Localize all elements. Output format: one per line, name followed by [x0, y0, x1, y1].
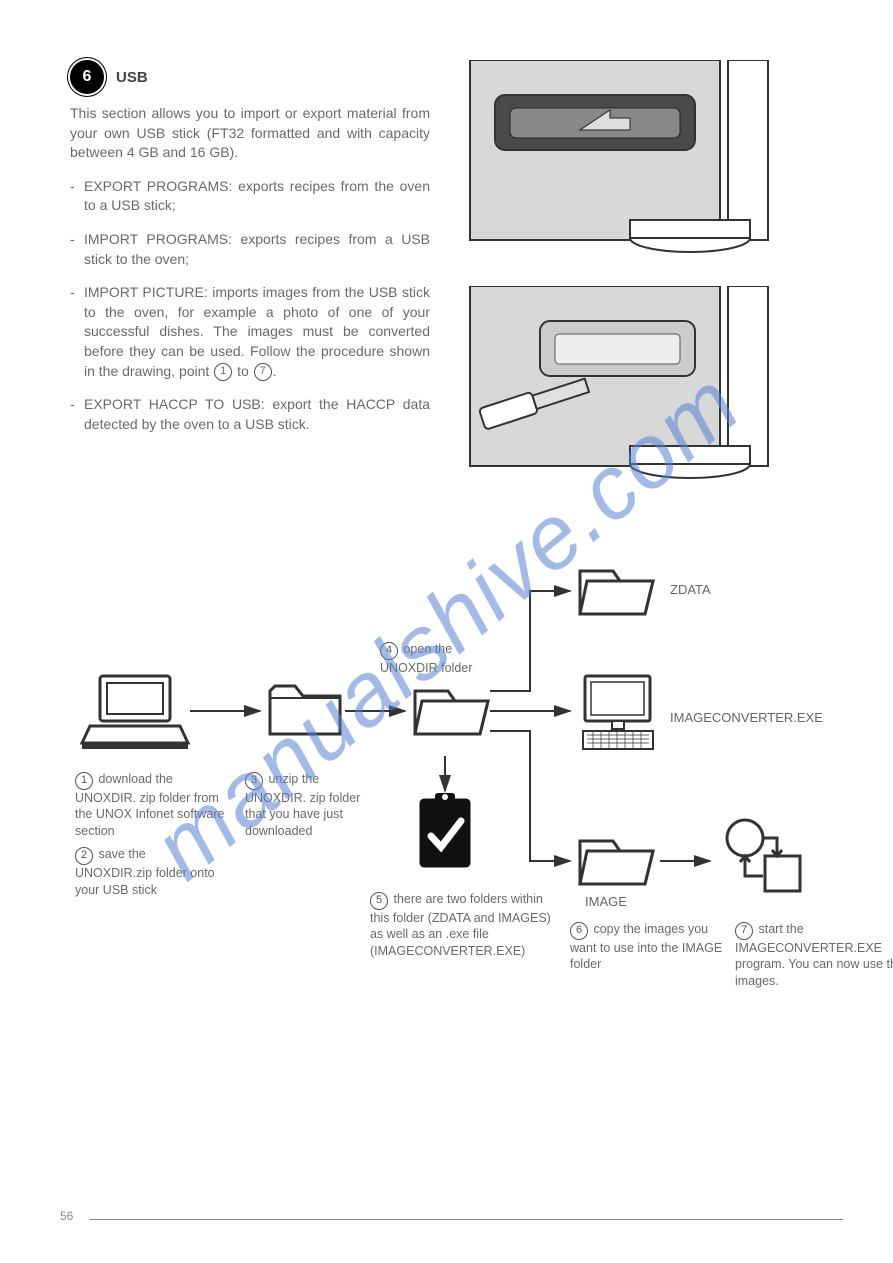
bullet-text: IMPORT PICTURE: imports images from the …: [84, 283, 430, 381]
inline-step-ref: 7: [254, 363, 272, 381]
step3-caption: 3 unzip the UNOXDIR. zip folder that you…: [245, 771, 375, 840]
bullet-dash: -: [70, 283, 84, 381]
zdata-folder: [575, 556, 655, 627]
top-row: 6 USB This section allows you to import …: [70, 60, 833, 511]
step-number: 4: [380, 642, 398, 660]
bullet-text: IMPORT PROGRAMS: exports recipes from a …: [84, 230, 430, 269]
step-text: copy the images you want to use into the…: [570, 922, 722, 971]
section-title: USB: [116, 67, 148, 88]
step-number: 1: [75, 772, 93, 790]
bullet-dash: -: [70, 395, 84, 434]
inline-step-ref: 1: [214, 363, 232, 381]
image-folder: [575, 826, 655, 897]
section-number-badge: 6: [70, 60, 104, 94]
bullet-item: - EXPORT HACCP TO USB: export the HACCP …: [70, 395, 430, 434]
converter-cycle-icon: [715, 816, 810, 907]
laptop-icon: [80, 671, 190, 757]
bullet-item: - IMPORT PROGRAMS: exports recipes from …: [70, 230, 430, 269]
page-footer-line: [90, 1219, 843, 1220]
bullet-item: - EXPORT PROGRAMS: exports recipes from …: [70, 177, 430, 216]
step-number: 5: [370, 892, 388, 910]
intro-text: This section allows you to import or exp…: [70, 104, 430, 163]
step1-caption: 1 download the UNOXDIR. zip folder from …: [75, 771, 225, 898]
page: 6 USB This section allows you to import …: [0, 0, 893, 1263]
bullet-dash: -: [70, 230, 84, 269]
computer-icon: [575, 671, 660, 762]
bullet-item: - IMPORT PICTURE: imports images from th…: [70, 283, 430, 381]
step-text: there are two folders within this folder…: [370, 892, 551, 958]
step-text: start the IMAGECONVERTER.EXE program. Yo…: [735, 922, 893, 988]
step-number: 3: [245, 772, 263, 790]
imageconverter-label: IMAGECONVERTER.EXE: [670, 709, 823, 727]
flow-diagram: 4 open the UNOXDIR folder ZDATA: [70, 541, 833, 1061]
page-number: 56: [60, 1208, 73, 1225]
usb-port-closed-illustration: [460, 60, 780, 260]
step-number: 7: [735, 922, 753, 940]
section-heading: 6 USB: [70, 60, 430, 94]
step-number: 6: [570, 922, 588, 940]
step-text: save the UNOXDIR.zip folder onto your US…: [75, 847, 215, 896]
open-folder-icon: [410, 676, 490, 747]
step-text: download the UNOXDIR. zip folder from th…: [75, 772, 224, 838]
step-number: 2: [75, 847, 93, 865]
bullet-dash: -: [70, 177, 84, 216]
image-folder-label: IMAGE: [585, 893, 627, 911]
step6-caption: 6 copy the images you want to use into t…: [570, 921, 730, 973]
usb-port-insert-illustration: [460, 286, 780, 486]
text-column: 6 USB This section allows you to import …: [70, 60, 430, 511]
bullet-text: EXPORT PROGRAMS: exports recipes from th…: [84, 177, 430, 216]
zdata-label: ZDATA: [670, 581, 711, 599]
step4-label: 4 open the UNOXDIR folder: [380, 641, 500, 676]
folder-icon: [265, 676, 345, 747]
step7-caption: 7 start the IMAGECONVERTER.EXE program. …: [735, 921, 893, 990]
clipboard-check-icon: [415, 791, 475, 877]
illustration-column: [460, 60, 833, 511]
bullet-text: EXPORT HACCP TO USB: export the HACCP da…: [84, 395, 430, 434]
step5-caption: 5 there are two folders within this fold…: [370, 891, 560, 960]
